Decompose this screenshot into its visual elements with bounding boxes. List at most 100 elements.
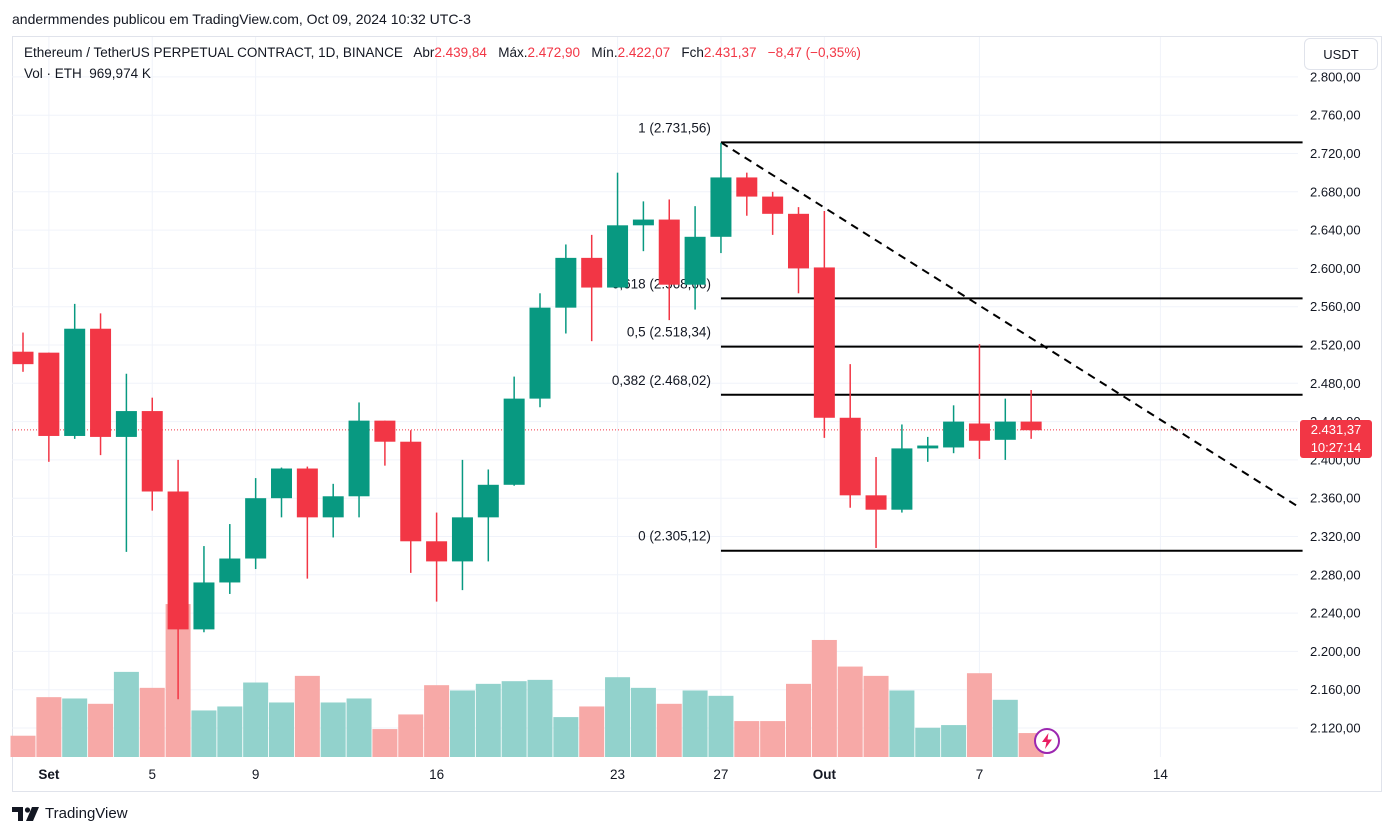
candle-body[interactable] [167, 491, 189, 630]
y-tick-label: 2.360,00 [1310, 491, 1361, 506]
volume-bar [113, 671, 139, 757]
candle-body[interactable] [581, 257, 603, 288]
volume-bar [941, 725, 967, 757]
volume-bar [346, 698, 372, 757]
candle-body[interactable] [477, 484, 499, 518]
volume-bar [372, 729, 398, 757]
x-tick-label: 27 [713, 767, 728, 782]
volume-bar [708, 695, 734, 757]
volume-bar [992, 699, 1018, 757]
candle-body[interactable] [64, 328, 86, 436]
lightning-icon[interactable] [1033, 727, 1061, 755]
volume-bar [863, 675, 889, 757]
candle-body[interactable] [451, 517, 473, 562]
candle-body[interactable] [245, 498, 267, 559]
chart-frame [12, 36, 1382, 792]
candle-body[interactable] [271, 468, 292, 499]
volume-label: Vol · ETH [24, 66, 82, 81]
volume-bar [811, 639, 837, 757]
candle-body[interactable] [193, 582, 215, 630]
candle-body[interactable] [943, 421, 965, 448]
y-tick-label: 2.560,00 [1310, 299, 1361, 314]
volume-bar [656, 703, 682, 757]
candle-body[interactable] [374, 420, 396, 442]
y-tick-label: 2.240,00 [1310, 606, 1361, 621]
volume-bar [62, 698, 88, 757]
y-tick-label: 2.120,00 [1310, 721, 1361, 736]
brand-name: TradingView [45, 805, 128, 822]
x-tick-label: 9 [252, 767, 260, 782]
bar-countdown: 10:27:14 [1310, 440, 1362, 455]
candle-body[interactable] [736, 177, 758, 197]
volume-bar [579, 706, 605, 757]
candle-body[interactable] [813, 267, 835, 418]
volume-bar [139, 687, 165, 757]
volume-value: 969,974 K [89, 66, 151, 81]
brand-footer[interactable]: TradingView [12, 805, 128, 822]
volume-bar [786, 683, 811, 757]
volume-bar [553, 717, 579, 757]
fib-level-label: 1 (2.731,56) [638, 120, 711, 135]
candle-body[interactable] [891, 448, 913, 510]
candle-body[interactable] [529, 307, 551, 399]
trend-line[interactable] [720, 141, 1301, 509]
candle-body[interactable] [219, 558, 241, 583]
candle-body[interactable] [865, 495, 887, 510]
volume-bar [320, 702, 346, 757]
open-value: 2.439,84 [434, 45, 487, 60]
candle-body[interactable] [968, 423, 990, 441]
candle-body[interactable] [607, 225, 629, 288]
candle-body[interactable] [684, 236, 706, 285]
low-value: 2.422,07 [617, 45, 671, 60]
candle-body[interactable] [658, 219, 680, 285]
volume-bar [527, 679, 553, 757]
tradingview-logo-icon [12, 806, 39, 821]
candle-body[interactable] [115, 411, 137, 437]
open-label: Abr [413, 45, 435, 60]
candle-body[interactable] [322, 496, 344, 518]
candle-body[interactable] [348, 420, 370, 497]
symbol-title[interactable]: Ethereum / TetherUS PERPETUAL CONTRACT, … [24, 45, 403, 60]
low-label: Mín. [591, 45, 618, 60]
x-tick-label: 14 [1153, 767, 1169, 782]
candle-body[interactable] [426, 541, 448, 562]
volume-bar [630, 687, 656, 757]
fib-level-label: 0,5 (2.518,34) [627, 325, 711, 340]
candle-body[interactable] [788, 213, 809, 269]
currency-button[interactable]: USDT [1304, 38, 1378, 70]
candle-body[interactable] [839, 417, 861, 496]
candle-body[interactable] [994, 421, 1016, 440]
volume-bar [10, 735, 36, 757]
high-value: 2.472,90 [527, 45, 581, 60]
close-value: 2.431,37 [703, 45, 757, 60]
candle-body[interactable] [296, 468, 318, 518]
candle-body[interactable] [917, 445, 939, 449]
volume-bar [734, 721, 760, 757]
candle-body[interactable] [555, 257, 577, 308]
volume-bar [88, 703, 114, 757]
volume-bar [605, 677, 631, 757]
candle-body[interactable] [1020, 421, 1042, 431]
volume-bar [269, 702, 294, 757]
y-tick-label: 2.320,00 [1310, 529, 1361, 544]
candle-body[interactable] [90, 328, 112, 437]
y-tick-label: 2.480,00 [1310, 376, 1361, 391]
close-label: Fch [681, 45, 704, 60]
y-tick-label: 2.640,00 [1310, 223, 1361, 238]
candle-body[interactable] [141, 411, 163, 492]
candle-body[interactable] [762, 196, 784, 214]
last-price-value: 2.431,37 [1310, 422, 1362, 437]
volume-bar [243, 682, 269, 757]
y-tick-label: 2.680,00 [1310, 184, 1361, 199]
candle-body[interactable] [38, 352, 60, 436]
candle-body[interactable] [503, 398, 525, 485]
candle-body[interactable] [632, 219, 654, 226]
volume-bar [682, 690, 708, 757]
y-tick-label: 2.280,00 [1310, 567, 1361, 582]
publish-caption: andermmendes publicou em TradingView.com… [12, 11, 471, 27]
candle-body[interactable] [400, 441, 422, 542]
candle-body[interactable] [12, 351, 34, 365]
y-tick-label: 2.600,00 [1310, 261, 1361, 276]
candle-body[interactable] [710, 177, 732, 237]
